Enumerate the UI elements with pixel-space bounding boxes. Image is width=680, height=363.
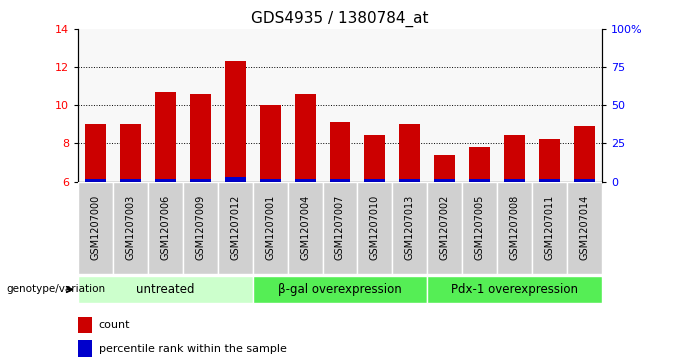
Text: GSM1207006: GSM1207006	[160, 195, 171, 260]
Bar	[399, 179, 420, 182]
Bar	[330, 122, 350, 182]
Text: GSM1207008: GSM1207008	[509, 195, 520, 260]
Text: GSM1207002: GSM1207002	[440, 195, 449, 261]
Bar	[435, 155, 455, 182]
Bar	[225, 61, 245, 182]
Bar	[294, 179, 316, 182]
Bar	[260, 105, 281, 182]
Bar	[504, 179, 525, 182]
Bar	[539, 139, 560, 182]
Text: GSM1207011: GSM1207011	[545, 195, 554, 260]
Text: genotype/variation: genotype/variation	[7, 285, 106, 294]
Bar	[260, 179, 281, 182]
FancyBboxPatch shape	[567, 182, 602, 274]
Bar	[435, 179, 455, 182]
Text: GSM1207013: GSM1207013	[405, 195, 415, 260]
Text: Pdx-1 overexpression: Pdx-1 overexpression	[451, 283, 578, 296]
Text: percentile rank within the sample: percentile rank within the sample	[99, 344, 286, 354]
Bar	[399, 124, 420, 182]
Bar	[155, 92, 176, 182]
Text: GSM1207007: GSM1207007	[335, 195, 345, 261]
FancyBboxPatch shape	[78, 182, 113, 274]
FancyBboxPatch shape	[183, 182, 218, 274]
Bar	[574, 126, 595, 182]
FancyBboxPatch shape	[288, 182, 322, 274]
Text: GSM1207009: GSM1207009	[195, 195, 205, 260]
Text: GSM1207004: GSM1207004	[300, 195, 310, 260]
FancyBboxPatch shape	[462, 182, 497, 274]
Text: untreated: untreated	[136, 283, 194, 296]
FancyBboxPatch shape	[253, 182, 288, 274]
Bar	[85, 124, 106, 182]
Bar	[330, 179, 350, 182]
FancyBboxPatch shape	[78, 276, 253, 303]
Text: GSM1207003: GSM1207003	[126, 195, 135, 260]
Bar	[469, 147, 490, 182]
Bar	[294, 94, 316, 182]
FancyBboxPatch shape	[427, 182, 462, 274]
Bar	[190, 179, 211, 182]
Text: GSM1207014: GSM1207014	[579, 195, 590, 260]
FancyBboxPatch shape	[358, 182, 392, 274]
Text: GSM1207000: GSM1207000	[90, 195, 101, 260]
FancyBboxPatch shape	[427, 276, 602, 303]
Bar	[469, 179, 490, 182]
Bar	[78, 340, 92, 357]
FancyBboxPatch shape	[392, 182, 427, 274]
Text: GSM1207005: GSM1207005	[475, 195, 485, 261]
Bar	[190, 94, 211, 182]
Bar	[225, 177, 245, 182]
FancyBboxPatch shape	[532, 182, 567, 274]
Bar	[85, 179, 106, 182]
Text: GSM1207012: GSM1207012	[231, 195, 240, 261]
Text: GSM1207001: GSM1207001	[265, 195, 275, 260]
Bar	[120, 124, 141, 182]
Bar	[120, 179, 141, 182]
FancyBboxPatch shape	[322, 182, 358, 274]
FancyBboxPatch shape	[497, 182, 532, 274]
FancyBboxPatch shape	[148, 182, 183, 274]
Text: β-gal overexpression: β-gal overexpression	[278, 283, 402, 296]
Bar	[364, 179, 386, 182]
Bar	[504, 135, 525, 182]
FancyBboxPatch shape	[113, 182, 148, 274]
FancyBboxPatch shape	[253, 276, 427, 303]
Bar	[78, 317, 92, 333]
FancyBboxPatch shape	[218, 182, 253, 274]
Text: GDS4935 / 1380784_at: GDS4935 / 1380784_at	[251, 11, 429, 27]
Text: count: count	[99, 321, 130, 330]
Bar	[574, 179, 595, 182]
Bar	[364, 135, 386, 182]
Text: GSM1207010: GSM1207010	[370, 195, 380, 260]
Bar	[539, 179, 560, 182]
Bar	[155, 179, 176, 182]
